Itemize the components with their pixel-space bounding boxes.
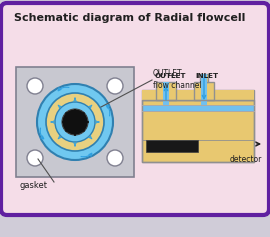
Bar	[163, 82, 169, 105]
Text: OUTLET: OUTLET	[153, 69, 183, 78]
Circle shape	[62, 109, 88, 135]
Bar	[201, 74, 207, 105]
Text: gasket: gasket	[19, 181, 47, 190]
Text: detector: detector	[230, 155, 262, 164]
Text: INLET: INLET	[195, 73, 218, 79]
Bar	[146, 140, 198, 152]
Bar	[142, 100, 254, 162]
Circle shape	[107, 78, 123, 94]
Circle shape	[46, 93, 104, 151]
Bar	[142, 100, 254, 162]
Bar	[176, 90, 194, 100]
Circle shape	[37, 84, 113, 160]
Circle shape	[55, 102, 95, 142]
Circle shape	[27, 150, 43, 166]
FancyBboxPatch shape	[1, 3, 269, 215]
Bar	[156, 82, 176, 100]
FancyBboxPatch shape	[16, 67, 134, 177]
Bar	[142, 90, 254, 100]
Text: Schematic diagram of Radial flowcell: Schematic diagram of Radial flowcell	[14, 13, 245, 23]
Text: OUTLET: OUTLET	[155, 73, 187, 79]
Text: flow channel: flow channel	[153, 81, 202, 90]
Bar	[214, 90, 254, 100]
Bar	[200, 74, 208, 82]
Circle shape	[27, 78, 43, 94]
Bar	[142, 90, 156, 100]
Bar	[142, 105, 254, 111]
Circle shape	[107, 150, 123, 166]
Bar	[194, 82, 214, 100]
